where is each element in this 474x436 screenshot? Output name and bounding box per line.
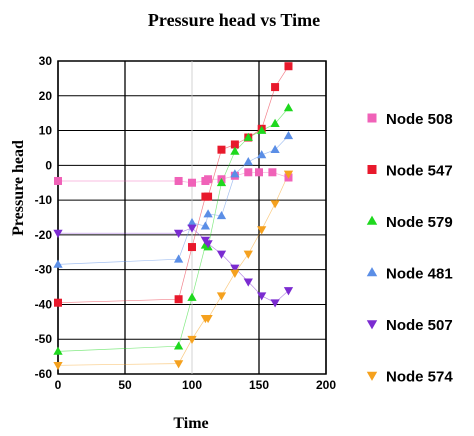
data-point <box>243 278 253 287</box>
data-point <box>255 168 263 177</box>
legend: Node 508 Node 547 Node 579 Node 481 Node 507… <box>366 111 453 386</box>
y-tick-label: 20 <box>39 89 53 103</box>
y-tick-label: -40 <box>35 297 53 311</box>
data-point <box>230 146 240 155</box>
data-point <box>230 269 240 278</box>
x-tick-label: 200 <box>316 378 336 392</box>
data-point <box>243 157 253 166</box>
data-point <box>217 145 226 154</box>
data-point <box>53 259 63 268</box>
data-point <box>243 250 253 259</box>
data-point <box>216 292 227 301</box>
legend-marker <box>366 371 378 381</box>
y-tick-label: -10 <box>35 193 53 207</box>
data-point <box>54 176 62 185</box>
series-line <box>58 171 289 184</box>
x-tick-label: 50 <box>118 378 132 392</box>
data-point <box>53 346 63 355</box>
data-point <box>203 240 213 249</box>
legend-marker <box>367 165 377 174</box>
series-line <box>57 66 289 304</box>
data-point <box>270 144 280 154</box>
data-point <box>188 178 196 187</box>
legend-marker <box>366 267 378 277</box>
x-tick-label: 150 <box>249 378 269 392</box>
y-tick-label: 10 <box>39 124 53 138</box>
data-point <box>187 335 197 345</box>
x-axis-label: Time <box>173 415 208 432</box>
legend-marker <box>367 113 377 123</box>
series-lines <box>57 66 289 366</box>
x-tick-label: 100 <box>182 378 202 392</box>
data-point <box>257 150 267 159</box>
data-point <box>173 254 184 263</box>
legend-label: Node 481 <box>386 266 453 283</box>
data-points <box>53 62 294 371</box>
data-point <box>53 361 63 371</box>
data-point <box>187 217 197 227</box>
data-point <box>203 314 213 324</box>
data-point <box>230 264 240 273</box>
data-point <box>173 341 184 350</box>
data-point <box>243 132 253 141</box>
data-point <box>283 103 294 112</box>
data-point <box>200 221 211 230</box>
data-point <box>268 168 277 177</box>
y-tick-label: 0 <box>45 158 52 172</box>
legend-label: Node 574 <box>386 369 453 386</box>
y-tick-label: 30 <box>39 54 53 68</box>
data-point <box>188 243 196 252</box>
data-point <box>54 298 62 307</box>
data-point <box>187 292 197 301</box>
y-tick-label: -20 <box>35 228 53 242</box>
data-point <box>216 177 227 187</box>
data-point <box>174 295 183 304</box>
data-point <box>271 83 280 92</box>
legend-marker <box>366 320 378 330</box>
series-line <box>57 107 289 352</box>
data-point <box>257 292 267 301</box>
data-point <box>173 360 184 369</box>
data-point <box>257 125 267 134</box>
data-point <box>174 176 183 185</box>
data-point <box>283 130 294 140</box>
data-point <box>284 62 293 71</box>
y-tick-label: -60 <box>35 367 53 381</box>
data-point <box>230 169 240 178</box>
data-point <box>216 210 227 220</box>
legend-label: Node 508 <box>386 111 453 128</box>
series-line <box>58 227 289 304</box>
data-point <box>244 168 253 177</box>
x-tick-label: 0 <box>55 378 62 392</box>
data-point <box>187 224 197 233</box>
data-point <box>216 250 227 259</box>
data-point <box>270 118 280 127</box>
legend-label: Node 507 <box>386 317 453 334</box>
y-tick-label: -50 <box>35 332 53 346</box>
data-point <box>283 170 294 179</box>
data-point <box>270 299 280 308</box>
data-point <box>283 287 294 296</box>
legend-marker <box>366 215 378 225</box>
legend-label: Node 579 <box>386 214 453 231</box>
data-point <box>53 229 63 238</box>
y-tick-label: -30 <box>35 263 53 277</box>
y-axis-label: Pressure head <box>10 140 27 236</box>
chart-title: Pressure head vs Time <box>148 10 320 30</box>
data-point <box>257 226 267 235</box>
data-point <box>270 200 280 209</box>
data-point <box>173 229 184 238</box>
legend-label: Node 547 <box>386 163 453 180</box>
data-point <box>204 175 213 184</box>
data-point <box>204 192 213 201</box>
gridlines <box>57 60 327 375</box>
data-point <box>230 140 239 149</box>
data-point <box>203 209 213 218</box>
